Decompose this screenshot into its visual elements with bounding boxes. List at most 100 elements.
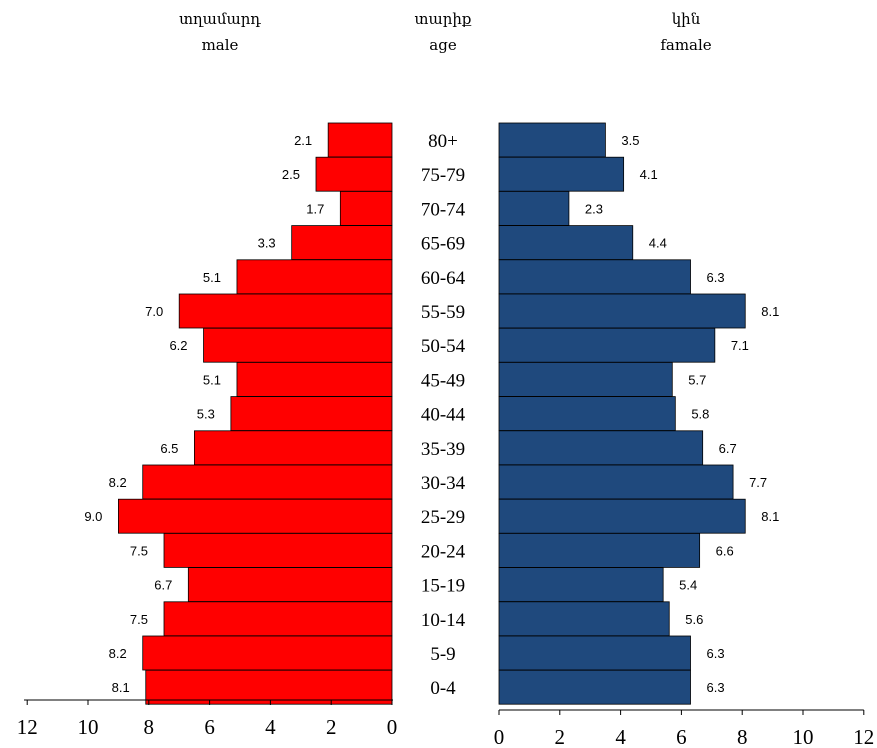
age-label-65-69: 65-69 [421, 234, 465, 255]
age-label-50-54: 50-54 [421, 336, 466, 357]
female-x-axis: 0 2 4 6 8 10 12 [494, 709, 874, 748]
female-value-label-75-79: 4.1 [640, 167, 658, 182]
male-bar-40-44 [230, 396, 393, 432]
male-bar-30-34 [142, 464, 393, 500]
age-label-70-74: 70-74 [421, 199, 466, 220]
female-header-english: famale [660, 36, 711, 54]
male-bar-25-29 [118, 498, 393, 534]
female-bar-70-74 [498, 190, 570, 226]
male-bar-50-54 [203, 327, 393, 363]
age-label-40-44: 40-44 [421, 405, 466, 426]
male-bar-65-69 [291, 225, 393, 261]
female-bar-40-44 [498, 396, 676, 432]
age-label-5-9: 5-9 [430, 644, 455, 665]
female-axis-tick-label-10: 10 [793, 725, 814, 748]
female-bars-group: 3.5 4.1 2.3 4.4 6.3 8.1 7.1 5.7 5.8 6.7 7.7 8.1 6.6 5… [498, 122, 779, 705]
female-value-label-45-49: 5.7 [688, 372, 706, 387]
age-label-75-79: 75-79 [421, 165, 465, 186]
male-bar-20-24 [163, 533, 393, 568]
male-value-label-30-34: 8.2 [109, 475, 127, 490]
female-bar-65-69 [498, 225, 634, 261]
male-bar-60-64 [236, 259, 393, 295]
male-bar-0-4 [145, 669, 393, 705]
age-label-15-19: 15-19 [421, 576, 465, 597]
female-value-label-70-74: 2.3 [585, 201, 603, 216]
female-value-label-0-4: 6.3 [707, 680, 725, 695]
female-bar-0-4 [498, 669, 691, 705]
female-value-label-55-59: 8.1 [761, 304, 779, 319]
male-value-label-15-19: 6.7 [154, 578, 172, 593]
age-labels-group: 80+ 75-79 70-74 65-69 60-64 55-59 50-54 45-49 40… [421, 131, 466, 699]
male-value-label-45-49: 5.1 [203, 372, 221, 387]
male-axis-tick-label-12: 12 [17, 715, 38, 739]
male-bar-10-14 [163, 601, 393, 637]
male-value-label-60-64: 5.1 [203, 270, 221, 285]
female-value-label-30-34: 7.7 [749, 475, 767, 490]
age-label-60-64: 60-64 [421, 268, 466, 289]
female-axis-tick-label-6: 6 [676, 725, 687, 748]
age-label-10-14: 10-14 [421, 610, 466, 631]
female-bar-25-29 [498, 498, 746, 534]
male-bar-55-59 [178, 293, 393, 329]
male-bar-70-74 [339, 190, 393, 226]
male-value-label-5-9: 8.2 [109, 646, 127, 661]
age-label-0-4: 0-4 [430, 678, 456, 699]
female-value-label-5-9: 6.3 [707, 646, 725, 661]
male-value-label-55-59: 7.0 [145, 304, 163, 319]
female-value-label-50-54: 7.1 [731, 338, 749, 353]
female-bar-20-24 [498, 533, 701, 568]
female-value-label-40-44: 5.8 [691, 407, 709, 422]
female-bar-55-59 [498, 293, 746, 329]
age-label-30-34: 30-34 [421, 473, 466, 494]
male-axis-tick-label-2: 2 [326, 715, 337, 739]
female-value-label-60-64: 6.3 [707, 270, 725, 285]
male-axis-tick-label-8: 8 [144, 715, 155, 739]
female-header-armenian: կին [672, 10, 701, 28]
female-value-label-65-69: 4.4 [649, 236, 667, 251]
male-header-armenian: տղամարդ [179, 10, 261, 28]
male-bar-80+ [327, 122, 393, 158]
age-header-armenian: տարիք [415, 10, 472, 28]
age-label-80+: 80+ [428, 131, 458, 152]
male-value-label-20-24: 7.5 [130, 543, 148, 558]
male-bars-group: 2.1 2.5 1.7 3.3 5.1 7.0 6.2 5.1 5.3 6.5 8.2 9.0 7.5 6… [84, 122, 393, 705]
male-axis-tick-label-10: 10 [78, 715, 99, 739]
male-value-label-80+: 2.1 [294, 133, 312, 148]
male-value-label-40-44: 5.3 [197, 407, 215, 422]
female-axis-tick-label-8: 8 [737, 725, 748, 748]
age-label-35-39: 35-39 [421, 439, 465, 460]
female-bar-75-79 [498, 156, 625, 192]
female-value-label-35-39: 6.7 [719, 441, 737, 456]
female-bar-10-14 [498, 601, 670, 637]
female-axis-tick-label-0: 0 [494, 725, 505, 748]
age-label-20-24: 20-24 [421, 541, 466, 562]
male-value-label-75-79: 2.5 [282, 167, 300, 182]
female-bar-35-39 [498, 430, 704, 466]
male-axis-tick-label-6: 6 [204, 715, 215, 739]
female-axis-tick-label-12: 12 [853, 725, 874, 748]
male-bar-35-39 [193, 430, 393, 466]
male-header-english: male [202, 36, 239, 54]
male-value-label-50-54: 6.2 [169, 338, 187, 353]
age-label-25-29: 25-29 [421, 507, 465, 528]
female-bar-45-49 [498, 361, 673, 397]
female-bar-60-64 [498, 259, 691, 295]
male-value-label-10-14: 7.5 [130, 612, 148, 627]
female-axis-tick-label-2: 2 [555, 725, 566, 748]
female-value-label-10-14: 5.6 [685, 612, 703, 627]
male-bar-45-49 [236, 361, 393, 397]
male-value-label-70-74: 1.7 [306, 201, 324, 216]
male-bar-75-79 [315, 156, 393, 192]
female-bar-50-54 [498, 327, 716, 363]
male-value-label-35-39: 6.5 [160, 441, 178, 456]
male-axis-tick-label-0: 0 [387, 715, 398, 739]
female-value-label-80+: 3.5 [621, 133, 639, 148]
female-value-label-25-29: 8.1 [761, 509, 779, 524]
male-value-label-0-4: 8.1 [112, 680, 130, 695]
male-bar-15-19 [187, 567, 393, 602]
male-x-axis: 12 10 8 6 4 2 0 [17, 699, 398, 739]
age-label-55-59: 55-59 [421, 302, 465, 323]
female-bar-5-9 [498, 635, 691, 671]
female-axis-tick-label-4: 4 [615, 725, 626, 748]
